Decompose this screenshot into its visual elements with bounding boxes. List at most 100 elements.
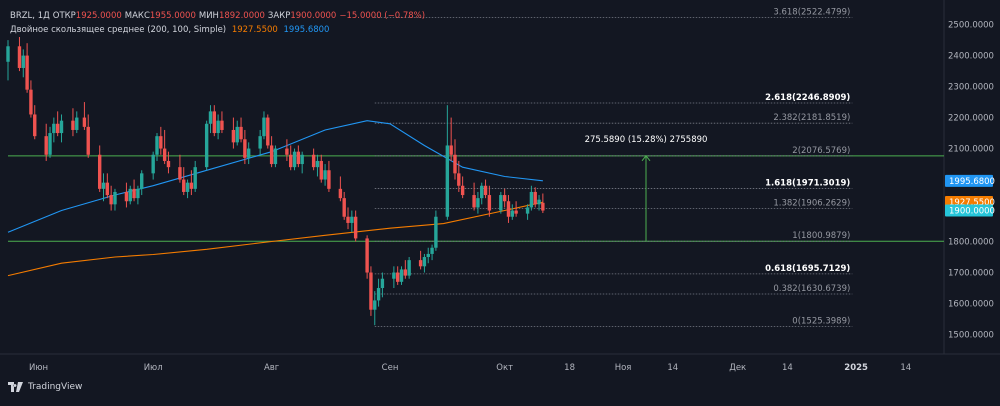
candle-body xyxy=(29,89,33,115)
candle-body xyxy=(55,123,60,134)
price-label-box xyxy=(945,204,993,217)
x-tick-label: 14 xyxy=(782,363,793,373)
candle-body xyxy=(178,167,182,180)
candle-body xyxy=(353,216,358,239)
candle-body xyxy=(44,136,48,155)
x-tick-label: 18 xyxy=(564,363,575,373)
candle-body xyxy=(239,126,243,140)
candle-body xyxy=(525,207,530,214)
x-tick-label: Июл xyxy=(144,363,163,373)
fib-level-label: 2(2076.5769) xyxy=(792,146,850,156)
candle-body xyxy=(300,154,304,165)
candle-body xyxy=(21,55,25,68)
candle-body xyxy=(430,247,434,254)
candle-body xyxy=(457,173,461,186)
price-label-text: 1995.6800 xyxy=(949,177,995,187)
tradingview-logo[interactable]: TradingView xyxy=(8,382,82,392)
candle-body xyxy=(220,120,224,130)
candle-body xyxy=(514,210,518,214)
candle-body xyxy=(52,123,56,134)
candle-body xyxy=(407,260,411,276)
candle-body xyxy=(128,188,132,202)
candle-body xyxy=(289,154,293,168)
close-value: 1900.0000 xyxy=(290,11,337,21)
candle-body xyxy=(189,182,194,189)
x-tick-label: Июн xyxy=(29,363,48,373)
y-tick-label: 2500.0000 xyxy=(948,21,994,31)
fib-level-label: 1.618(1971.3019) xyxy=(765,178,850,188)
candle-body xyxy=(269,145,274,165)
tradingview-icon xyxy=(8,382,24,392)
indicator-header[interactable]: Двойное скользящее среднее (200, 100, Si… xyxy=(10,25,332,35)
y-tick-label: 2300.0000 xyxy=(948,83,994,93)
candle-body xyxy=(529,191,534,208)
candle-body xyxy=(97,154,102,189)
candle-body xyxy=(6,46,10,62)
low-label: МИН xyxy=(198,11,219,21)
candle-body xyxy=(193,167,197,189)
symbol-label[interactable]: BRZL, 1Д xyxy=(10,11,50,21)
price-label-box xyxy=(945,174,993,187)
y-tick-label: 2100.0000 xyxy=(948,145,994,155)
candle-body xyxy=(422,257,427,267)
y-tick-label: 1600.0000 xyxy=(948,300,994,310)
measure-label: 275.5890 (15.28%) 2755890 xyxy=(585,135,708,145)
brand-name: TradingView xyxy=(28,382,83,392)
y-tick-label: 1700.0000 xyxy=(948,269,994,279)
measure-arrow-head xyxy=(641,155,651,162)
fib-level-label: 0.382(1630.6739) xyxy=(773,284,850,294)
candle-body xyxy=(346,216,350,223)
indicator-name: Двойное скользящее среднее (200, 100, Si… xyxy=(10,25,227,35)
candle-body xyxy=(369,272,373,310)
y-tick-label: 1800.0000 xyxy=(948,238,994,248)
candle-body xyxy=(537,199,541,205)
candle-body xyxy=(426,253,430,258)
candle-body xyxy=(159,136,163,149)
candle-body xyxy=(373,300,377,310)
candle-body xyxy=(376,288,381,301)
x-tick-label: 14 xyxy=(900,363,911,373)
ma-long-line xyxy=(7,201,544,277)
candle-body xyxy=(17,46,22,68)
price-label-text: 1927.5500 xyxy=(949,198,995,208)
candle-body xyxy=(132,188,136,199)
low-value: 1892.0000 xyxy=(218,11,265,21)
candle-body xyxy=(136,188,140,199)
candle-body xyxy=(342,198,346,217)
candle-body xyxy=(499,195,503,211)
candle-body xyxy=(449,145,453,155)
ma-long-value: 1927.5500 xyxy=(231,25,278,35)
candle-body xyxy=(476,198,480,208)
candle-body xyxy=(75,117,79,130)
fib-level-label: 0.618(1695.7129) xyxy=(765,264,850,274)
candle-body xyxy=(319,160,323,180)
fib-level-label: 1.382(1906.2629) xyxy=(773,199,850,209)
candle-body xyxy=(182,179,186,192)
candle-body xyxy=(204,123,209,168)
candle-body xyxy=(208,111,213,124)
fib-level-label: 2.382(2181.8519) xyxy=(773,113,850,123)
open-label: ОТКР xyxy=(52,11,76,21)
candle-body xyxy=(101,182,106,189)
candle-body xyxy=(155,136,159,155)
candle-body xyxy=(392,272,396,279)
ohlc-header: BRZL, 1Д ОТКР1925.0000 МАКС1955.0000 МИН189… xyxy=(10,11,428,21)
candle-body xyxy=(365,238,369,273)
price-label-text: 1900.0000 xyxy=(949,207,995,217)
candle-body xyxy=(59,120,64,134)
candle-body xyxy=(231,129,236,143)
open-value: 1925.0000 xyxy=(75,11,122,21)
candle-body xyxy=(151,154,155,174)
candle-body xyxy=(350,216,354,223)
x-tick-label: Окт xyxy=(496,363,513,373)
candle-body xyxy=(166,160,171,168)
change-value: −15.0000 (−0.78%) xyxy=(339,11,426,21)
candle-body xyxy=(235,126,239,143)
high-value: 1955.0000 xyxy=(149,11,196,21)
fib-level-label: 2.618(2246.8909) xyxy=(765,93,850,103)
ma-short-value: 1995.6800 xyxy=(283,25,330,35)
x-tick-label: Авг xyxy=(264,363,280,373)
candle-body xyxy=(105,182,110,196)
